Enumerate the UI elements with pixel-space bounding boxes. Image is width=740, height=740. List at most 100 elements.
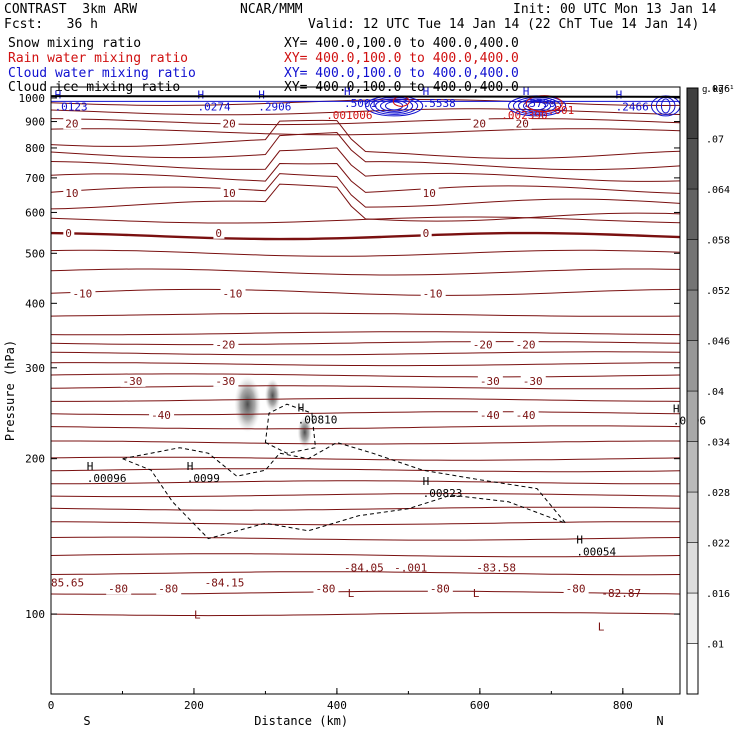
isotherm-label: -40 bbox=[516, 409, 536, 422]
cloud-water-max-marker: H bbox=[344, 85, 351, 98]
isotherm-line bbox=[50, 411, 681, 416]
init-time: Init: 00 UTC Mon 13 Jan 14 bbox=[513, 2, 717, 17]
isotherm-line bbox=[50, 288, 681, 296]
isotherm-label: -40 bbox=[480, 409, 500, 422]
center-title: NCAR/MMM bbox=[240, 2, 303, 17]
isotherm-label: 20 bbox=[65, 117, 78, 130]
snow-contour bbox=[264, 403, 317, 454]
colorbar-tick-label: .076 bbox=[706, 84, 730, 95]
temperature-extremum-label: L bbox=[348, 587, 355, 600]
isotherm-label-bg bbox=[106, 582, 132, 595]
colorbar-tick-label: .046 bbox=[706, 337, 730, 348]
isotherm-label-bg bbox=[63, 117, 82, 130]
isotherm-line bbox=[50, 468, 681, 473]
snow-max-marker: H bbox=[187, 460, 194, 473]
colorbar-segment bbox=[686, 340, 699, 392]
colorbar-segment bbox=[686, 390, 699, 442]
isotherm-label-bg bbox=[213, 374, 239, 387]
isotherm-label-bg bbox=[220, 287, 246, 300]
cloud-ice-shading bbox=[234, 376, 261, 433]
temperature-extremum-label: L bbox=[194, 609, 201, 622]
isotherm-label: -80 bbox=[315, 583, 335, 596]
isotherm-label-bg bbox=[477, 374, 503, 387]
cloud-water-max-marker: H bbox=[198, 88, 205, 101]
isotherm-line bbox=[50, 231, 681, 241]
y-tick-label: 100 bbox=[25, 608, 45, 621]
cloud-water-contour bbox=[517, 98, 557, 114]
snow-max-value: .0099 bbox=[187, 472, 220, 485]
cloud-water-max-value: .0274 bbox=[198, 100, 231, 113]
isotherm-line bbox=[50, 521, 680, 526]
colorbar-tick-label: .016 bbox=[706, 589, 730, 600]
isotherm-label: 20 bbox=[223, 117, 236, 130]
field-label-rain: Rain water mixing ratio bbox=[8, 51, 189, 66]
snow-max-marker: H bbox=[423, 475, 430, 488]
snow-max-value: .00054 bbox=[576, 545, 616, 558]
isotherm-line bbox=[50, 351, 681, 356]
temperature-extremum-label: -.001 bbox=[394, 561, 427, 574]
isotherm-line bbox=[50, 480, 680, 485]
cloud-ice-shading bbox=[297, 416, 312, 448]
isotherm-label-bg bbox=[63, 186, 82, 199]
isotherm-line bbox=[50, 362, 680, 367]
cloud-water-max-value: .2466 bbox=[616, 100, 649, 113]
isotherm-label: -40 bbox=[151, 409, 171, 422]
isotherm-label: -10 bbox=[423, 287, 443, 300]
isotherm-label-bg bbox=[477, 409, 503, 422]
isotherm-line bbox=[50, 536, 681, 541]
isotherm-line bbox=[50, 173, 681, 208]
snow-max-marker: H bbox=[87, 460, 94, 473]
isotherm-label: 0 bbox=[65, 227, 72, 240]
x-tick-label: 600 bbox=[470, 699, 490, 712]
isotherm-label: 0 bbox=[423, 227, 430, 240]
x-tick-label: 400 bbox=[327, 699, 347, 712]
isotherm-line bbox=[50, 118, 681, 126]
y-tick-label: 700 bbox=[25, 172, 45, 185]
isotherm-line bbox=[50, 131, 681, 171]
isotherm-line bbox=[51, 440, 680, 445]
colorbar-segment bbox=[686, 239, 699, 291]
rain-water-max-value: .001 bbox=[548, 104, 575, 117]
isotherm-line bbox=[50, 128, 681, 136]
colorbar-tick-label: .07 bbox=[706, 135, 724, 146]
field-label-snow: Snow mixing ratio bbox=[8, 36, 142, 51]
isotherm-line bbox=[50, 183, 681, 222]
isotherm-label-bg bbox=[520, 374, 546, 387]
y-tick-label: 1000 bbox=[19, 92, 46, 105]
isotherm-line bbox=[50, 312, 681, 317]
isotherm-label-bg bbox=[513, 409, 539, 422]
isotherm-label-bg bbox=[563, 582, 589, 595]
isotherm-label-bg bbox=[120, 374, 146, 387]
isotherm-line bbox=[50, 612, 681, 617]
rain-water-max-value: .001006 bbox=[326, 109, 372, 122]
y-tick-label: 300 bbox=[25, 362, 45, 375]
colorbar-segment bbox=[686, 289, 699, 341]
plot-frame bbox=[50, 86, 681, 695]
isotherm-label: -80 bbox=[108, 583, 128, 596]
y-axis-label: Pressure (hPa) bbox=[3, 340, 17, 441]
colorbar-segment bbox=[686, 491, 699, 543]
colorbar-segment bbox=[686, 643, 699, 695]
isotherm-line bbox=[51, 397, 681, 402]
cloud-water-max-value: .5799 bbox=[523, 97, 556, 110]
isotherm-label-bg bbox=[420, 226, 432, 239]
colorbar-tick-label: .058 bbox=[706, 236, 730, 247]
snow-max-marker: H bbox=[576, 533, 583, 546]
colorbar-segment bbox=[686, 441, 699, 493]
isotherm-label: 20 bbox=[516, 117, 529, 130]
isotherm-label-bg bbox=[470, 117, 489, 130]
isotherm-line bbox=[50, 506, 681, 511]
isotherm-line bbox=[50, 493, 681, 498]
cloud-ice-shading bbox=[264, 378, 281, 413]
x-tick-label: 0 bbox=[48, 699, 55, 712]
cloud-water-max-marker: H bbox=[55, 88, 62, 101]
snow-max-value: .00096 bbox=[87, 472, 127, 485]
isotherm-label-bg bbox=[420, 186, 439, 199]
field-xy-rain: XY= 400.0,100.0 to 400.0,400.0 bbox=[284, 51, 519, 66]
temperature-extremum-label: 85.65 bbox=[51, 577, 84, 590]
isotherm-line bbox=[50, 553, 681, 558]
isotherm-label-bg bbox=[156, 582, 182, 595]
colorbar-tick-label: .04 bbox=[706, 387, 724, 398]
forecast-hour: Fcst: 36 h bbox=[4, 17, 98, 32]
